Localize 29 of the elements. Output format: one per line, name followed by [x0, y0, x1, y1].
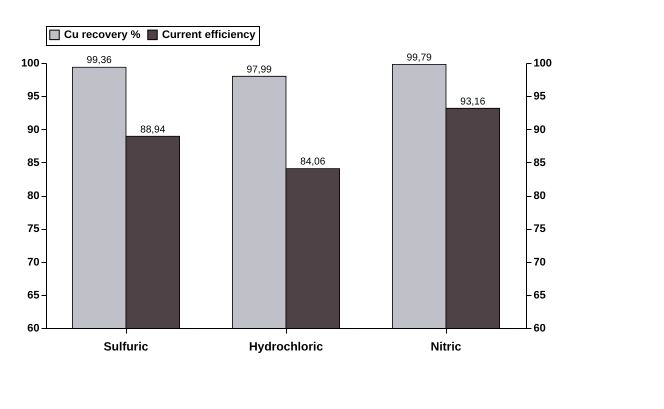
y-tick-label: 60: [27, 322, 40, 334]
y2-tick-label: 70: [534, 256, 546, 268]
y-tick-label: 100: [21, 58, 40, 70]
x-tick-label: Hydrochloric: [248, 340, 324, 354]
x-tick-label: Nitric: [430, 340, 462, 354]
y2-tick-label: 75: [534, 223, 546, 236]
y-tick-label: 95: [27, 90, 40, 103]
data-label: 99,79: [406, 52, 432, 64]
y-tick-label: 75: [27, 223, 40, 236]
y2-tick-label: 60: [534, 322, 546, 334]
data-label: 99,36: [86, 55, 112, 66]
y-tick-label: 80: [27, 190, 40, 202]
y-tick-label: 65: [27, 289, 40, 302]
data-label: 88,94: [140, 124, 166, 136]
y-tick-label: 70: [27, 256, 40, 268]
x-tick-label: Sulfuric: [104, 340, 149, 354]
data-label: 93,16: [460, 96, 486, 108]
legend-label: Cu recovery %: [64, 28, 141, 41]
y2-tick-label: 100: [534, 58, 552, 70]
y-tick-label: 90: [27, 124, 40, 136]
y-tick-label: 85: [27, 156, 40, 169]
legend-label: Current efficiency: [162, 28, 256, 41]
y2-tick-label: 65: [534, 289, 546, 302]
data-label: 97,99: [246, 64, 272, 76]
data-label: 84,06: [300, 156, 326, 168]
y2-tick-label: 90: [534, 124, 546, 136]
y2-tick-label: 95: [534, 90, 546, 103]
y2-tick-label: 85: [534, 156, 546, 169]
y2-tick-label: 80: [534, 190, 546, 202]
